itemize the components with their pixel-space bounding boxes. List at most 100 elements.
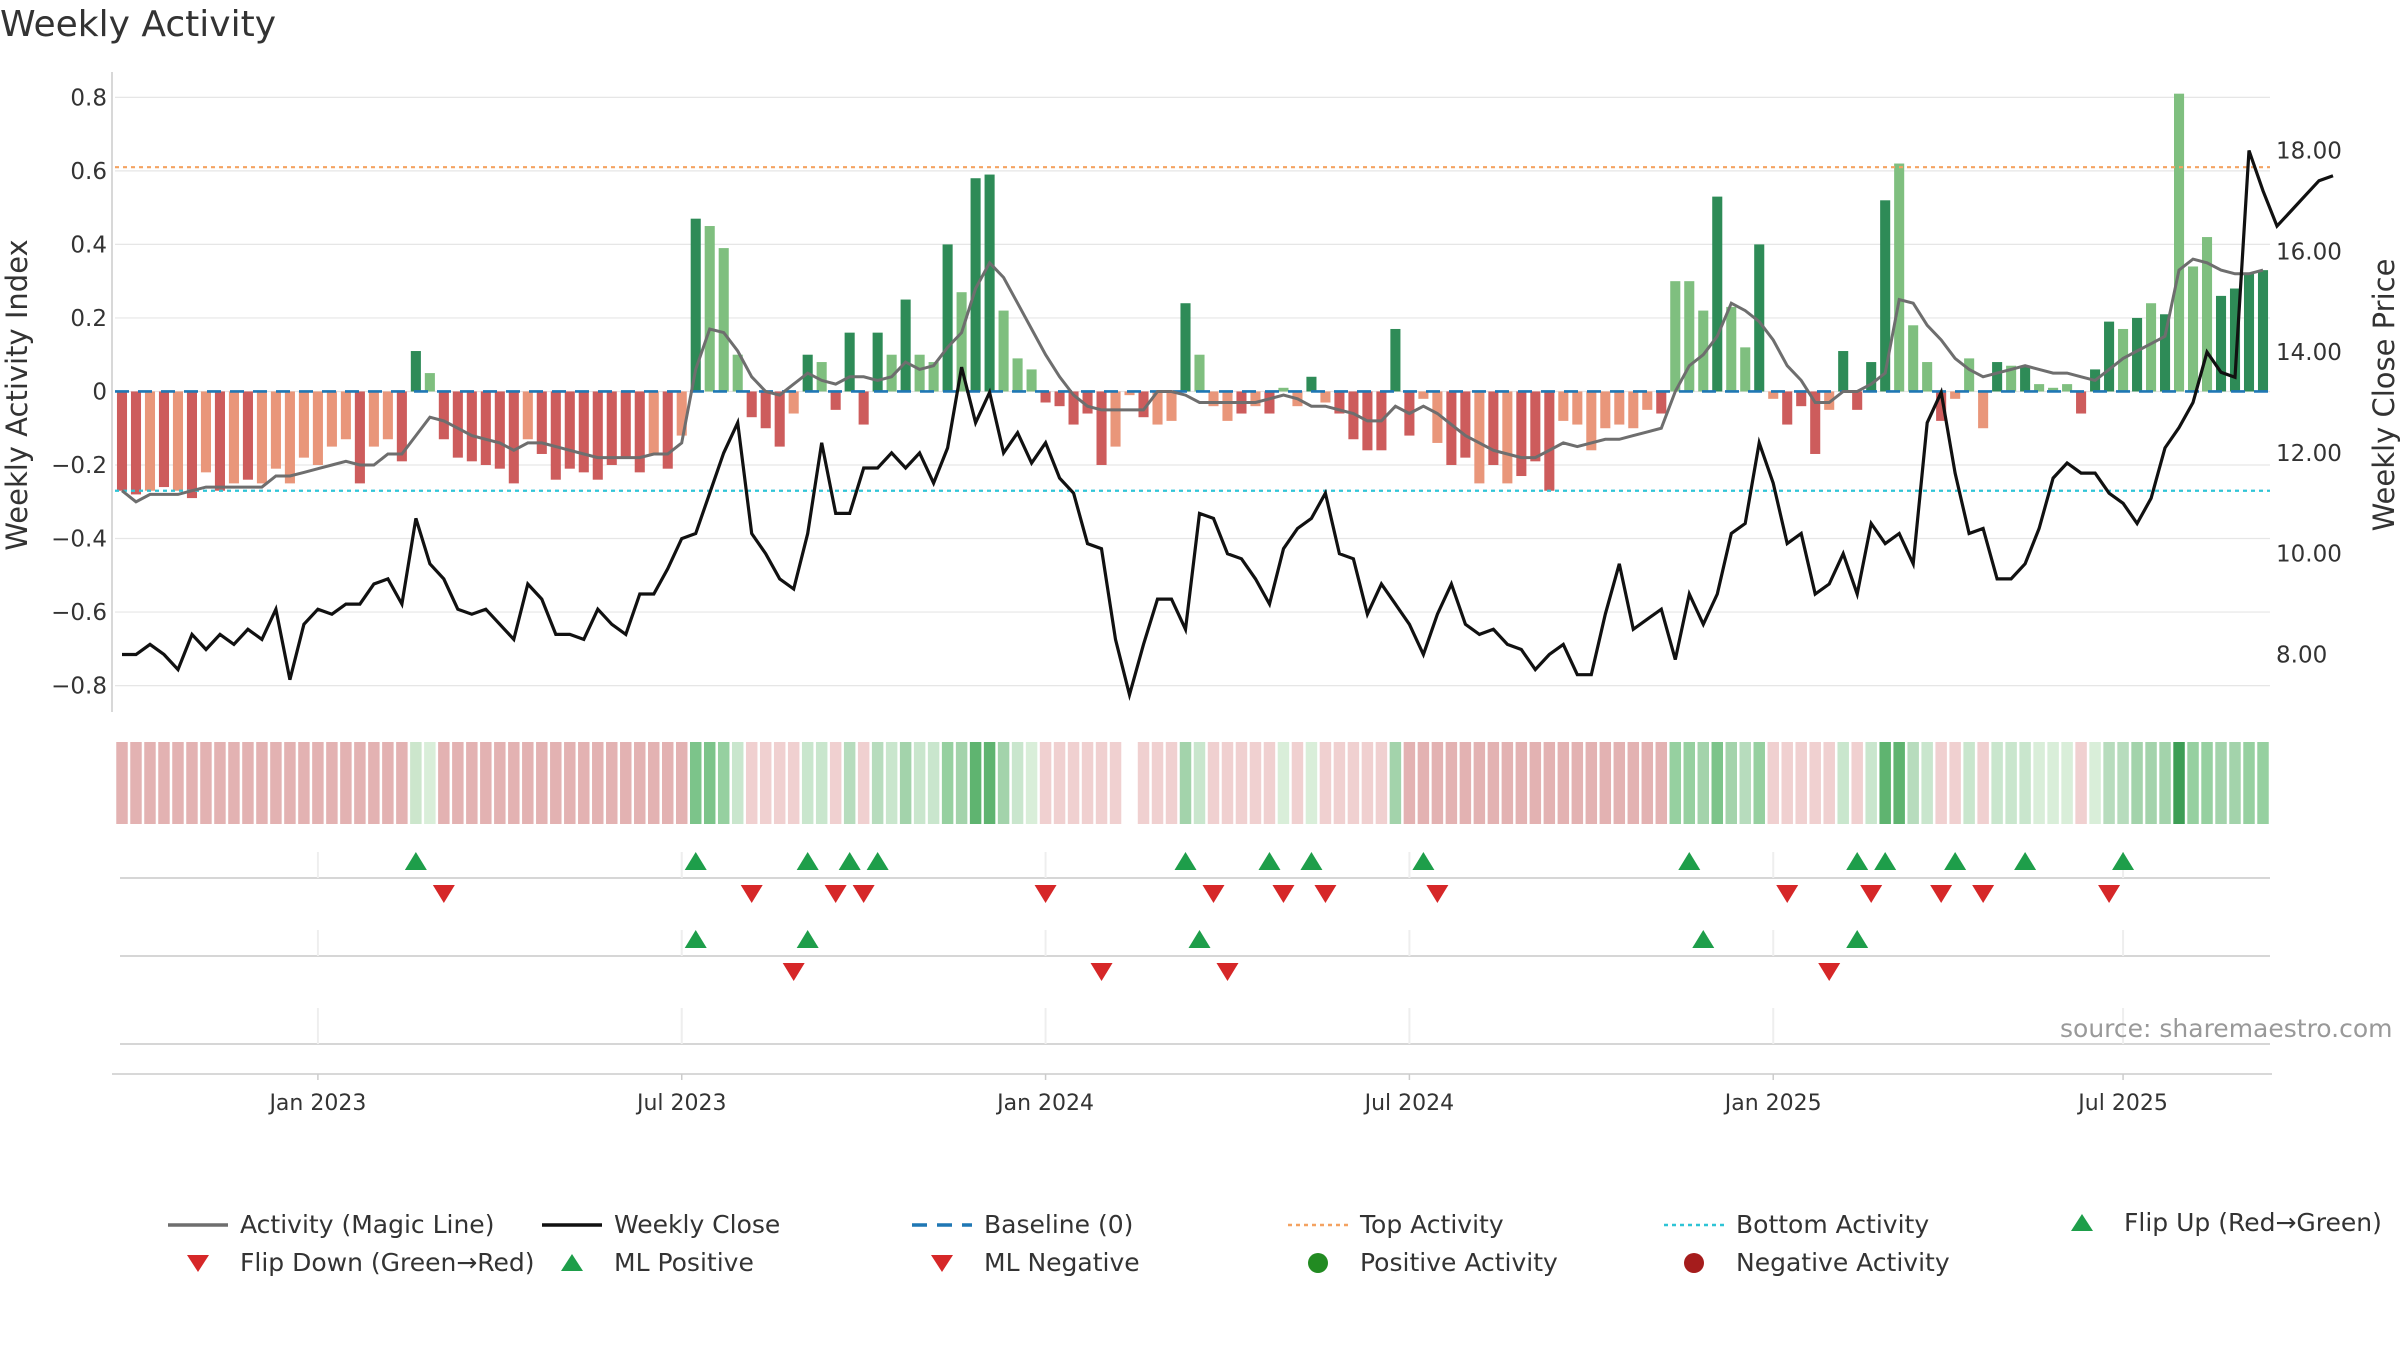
activity-bar [1264, 391, 1275, 414]
legend-item-close: Weekly Close [540, 1210, 780, 1239]
activity-bar [2187, 266, 2199, 392]
activity-strip-cell [536, 742, 548, 824]
activity-strip-cell [2257, 742, 2269, 824]
activity-bar [648, 391, 659, 454]
flip-up-marker [796, 852, 819, 870]
activity-strip-cell [340, 742, 352, 824]
activity-bar [1964, 358, 1975, 392]
activity-strip-cell [2201, 742, 2213, 824]
ml-positive-marker [684, 930, 707, 948]
legend-item-posact: Positive Activity [1286, 1248, 1558, 1277]
activity-strip-cell [200, 742, 212, 824]
ml-negative-marker [1818, 963, 1841, 981]
activity-strip-cell [1991, 742, 2003, 824]
activity-strip-cell [2173, 742, 2185, 824]
activity-bar [1922, 362, 1933, 392]
activity-bar [1390, 328, 1401, 392]
activity-bar [620, 391, 631, 458]
activity-bar [1082, 391, 1093, 414]
activity-strip-cell [675, 742, 688, 824]
activity-strip-cell [242, 742, 254, 824]
legend-item-flipdown: Flip Down (Green→Red) [166, 1248, 535, 1277]
ml-negative-marker [1090, 963, 1113, 981]
y-axis-label: Weekly Activity Index [0, 239, 34, 550]
activity-strip-cell [2159, 742, 2171, 824]
activity-strip-cell [1851, 742, 1863, 824]
legend-symbol-magic-icon [168, 1222, 228, 1227]
activity-strip-cell [1123, 742, 1136, 824]
x-tick-label: Jan 2023 [267, 1091, 366, 1116]
activity-bar [1208, 391, 1219, 407]
activity-bar [872, 332, 883, 392]
activity-bar [1530, 391, 1541, 462]
activity-bar [2034, 384, 2045, 392]
x-tick-label: Jan 2024 [995, 1091, 1094, 1116]
activity-bar [900, 299, 911, 392]
legend-label: Baseline (0) [984, 1210, 1134, 1239]
flip-down-marker [852, 885, 875, 903]
ml-negative-marker [1216, 963, 1239, 981]
flip-up-marker [1258, 852, 1281, 870]
activity-strip-cell [843, 742, 856, 824]
activity-bar [1040, 391, 1051, 403]
activity-bar [788, 391, 799, 414]
activity-bar [1880, 200, 1891, 392]
legend-label: Positive Activity [1360, 1248, 1558, 1277]
activity-bar [1166, 391, 1177, 421]
activity-bar [690, 218, 701, 392]
activity-strip-cell [1529, 742, 1542, 824]
activity-strip-cell [1333, 742, 1346, 824]
legend-item-bottom: Bottom Activity [1662, 1210, 1929, 1239]
activity-bar [466, 391, 477, 462]
activity-strip-cell [1151, 742, 1164, 824]
activity-bar [1992, 362, 2003, 392]
legend-item-negact: Negative Activity [1662, 1248, 1950, 1277]
activity-strip-cell [508, 742, 520, 824]
activity-bar [1572, 391, 1583, 425]
flip-down-marker [432, 885, 455, 903]
legend-symbol-negact-icon [1684, 1252, 1704, 1273]
flip-up-marker [866, 852, 889, 870]
activity-bar [1894, 163, 1905, 392]
legend-symbol-posact-icon [1308, 1252, 1328, 1273]
activity-strip-cell [1669, 742, 1682, 824]
flip-down-marker [1034, 885, 1057, 903]
legend-label: Flip Up (Red→Green) [2124, 1208, 2382, 1237]
activity-bar [1068, 391, 1079, 425]
x-tick-label: Jan 2025 [1723, 1091, 1822, 1116]
activity-strip-cell [857, 742, 870, 824]
activity-bar [970, 178, 981, 392]
activity-strip-cell [2089, 742, 2101, 824]
y-tick-label: −0.4 [51, 527, 107, 553]
activity-strip-cell [368, 742, 380, 824]
chart-title: Weekly Activity [0, 4, 277, 45]
activity-strip-cell [1179, 742, 1192, 824]
activity-bar [1152, 391, 1163, 425]
activity-strip-cell [382, 742, 394, 824]
activity-strip-cell [1907, 742, 1919, 824]
activity-strip-cell [522, 742, 534, 824]
activity-strip-cell [326, 742, 338, 824]
activity-bar [158, 391, 170, 488]
flip-down-marker [1860, 885, 1883, 903]
activity-strip-cell [2075, 742, 2087, 824]
activity-bar [1348, 391, 1359, 440]
activity-bar [592, 391, 603, 480]
activity-strip-cell [1375, 742, 1388, 824]
activity-bar [998, 310, 1009, 392]
activity-strip-cell [885, 742, 898, 824]
activity-strip-cell [815, 742, 828, 824]
y-tick-label: 0.4 [70, 232, 107, 258]
activity-strip-cell [745, 742, 758, 824]
legend-item-mlneg: ML Negative [910, 1248, 1140, 1277]
flip-down-marker [1272, 885, 1295, 903]
activity-strip-cell [1753, 742, 1765, 824]
activity-bar [1306, 376, 1317, 392]
activity-strip-cell [1963, 742, 1975, 824]
activity-bar [1614, 391, 1625, 425]
y-tick-label: 0.8 [70, 85, 107, 111]
activity-strip-cell [2131, 742, 2143, 824]
activity-bar [2062, 384, 2073, 392]
activity-bar [984, 174, 995, 392]
